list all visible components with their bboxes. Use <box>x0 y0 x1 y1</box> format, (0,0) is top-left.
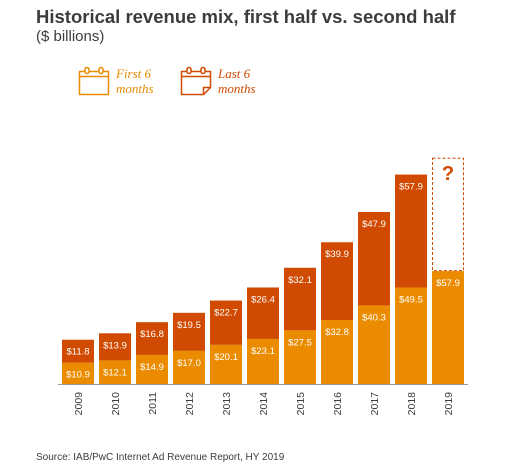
bar-last-6-months-2009 <box>62 339 94 363</box>
bar-label-last-6-months-2014: $26.4 <box>251 294 275 305</box>
bar-label-first-6-months-2015: $27.5 <box>288 337 312 348</box>
x-tick-label-2017: 2017 <box>369 392 381 416</box>
bar-last-6-months-2014 <box>247 287 279 339</box>
bar-label-last-6-months-2012: $19.5 <box>177 320 201 331</box>
bar-first-6-months-2018 <box>395 287 427 384</box>
chart-title: Historical revenue mix, first half vs. s… <box>36 6 456 27</box>
bar-first-6-months-2010 <box>99 360 131 384</box>
placeholder-question-mark: ? <box>442 163 454 185</box>
bar-first-6-months-2014 <box>247 338 279 384</box>
bar-first-6-months-2016 <box>321 320 353 384</box>
bar-label-first-6-months-2014: $23.1 <box>251 346 275 357</box>
x-tick-label-2013: 2013 <box>221 392 233 416</box>
x-tick-label-2016: 2016 <box>332 392 344 416</box>
bar-first-6-months-2012 <box>173 350 205 384</box>
bar-first-6-months-2013 <box>210 344 242 384</box>
bar-first-6-months-2017 <box>358 305 390 384</box>
chart-subtitle: ($ billions) <box>36 28 105 45</box>
calendar-icon <box>78 66 110 96</box>
legend-label-first-6-months: First 6 months <box>116 66 154 96</box>
placeholder-bar-last-6-months-2019 <box>432 157 464 272</box>
bar-label-last-6-months-2018: $57.9 <box>399 182 423 193</box>
calendar-page-curl-icon <box>180 66 212 96</box>
x-tick-label-2014: 2014 <box>258 392 270 416</box>
x-tick-label-2010: 2010 <box>110 392 122 416</box>
bar-last-6-months-2015 <box>284 267 316 331</box>
bar-label-first-6-months-2009: $10.9 <box>66 370 90 381</box>
legend-label-last-6-months: Last 6 months <box>218 66 256 96</box>
x-tick-label-2018: 2018 <box>406 392 418 416</box>
bar-label-last-6-months-2015: $32.1 <box>288 275 312 286</box>
x-tick-label-2015: 2015 <box>295 392 307 416</box>
bar-label-first-6-months-2012: $17.0 <box>177 358 201 369</box>
bar-label-last-6-months-2017: $47.9 <box>362 219 386 230</box>
bar-label-first-6-months-2018: $49.5 <box>399 294 423 305</box>
bar-label-first-6-months-2010: $12.1 <box>103 367 127 378</box>
bar-last-6-months-2010 <box>99 333 131 361</box>
bar-first-6-months-2011 <box>136 354 168 384</box>
bar-label-first-6-months-2011: $14.9 <box>140 362 164 373</box>
bar-label-last-6-months-2013: $22.7 <box>214 308 238 319</box>
bar-label-first-6-months-2013: $20.1 <box>214 352 238 363</box>
bar-first-6-months-2015 <box>284 330 316 384</box>
x-tick-label-2012: 2012 <box>184 392 196 416</box>
bar-label-first-6-months-2016: $32.8 <box>325 327 349 338</box>
x-tick-label-2019: 2019 <box>443 392 455 416</box>
bar-last-6-months-2011 <box>136 322 168 355</box>
bar-label-first-6-months-2017: $40.3 <box>362 312 386 323</box>
x-tick-label-2009: 2009 <box>73 392 85 416</box>
bar-first-6-months-2019 <box>432 271 464 384</box>
bar-last-6-months-2017 <box>358 212 390 306</box>
bar-label-last-6-months-2009: $11.8 <box>66 347 89 358</box>
bar-label-last-6-months-2016: $39.9 <box>325 249 349 260</box>
source-note: Source: IAB/PwC Internet Ad Revenue Repo… <box>36 452 285 463</box>
bar-last-6-months-2016 <box>321 242 353 321</box>
bar-last-6-months-2012 <box>173 312 205 351</box>
bar-last-6-months-2013 <box>210 300 242 345</box>
bar-first-6-months-2009 <box>62 362 94 384</box>
bar-label-last-6-months-2011: $16.8 <box>140 329 164 340</box>
x-tick-label-2011: 2011 <box>147 392 159 415</box>
bar-last-6-months-2018 <box>395 174 427 288</box>
bar-label-last-6-months-2010: $13.9 <box>103 340 127 351</box>
bar-label-first-6-months-2019: $57.9 <box>436 278 460 289</box>
